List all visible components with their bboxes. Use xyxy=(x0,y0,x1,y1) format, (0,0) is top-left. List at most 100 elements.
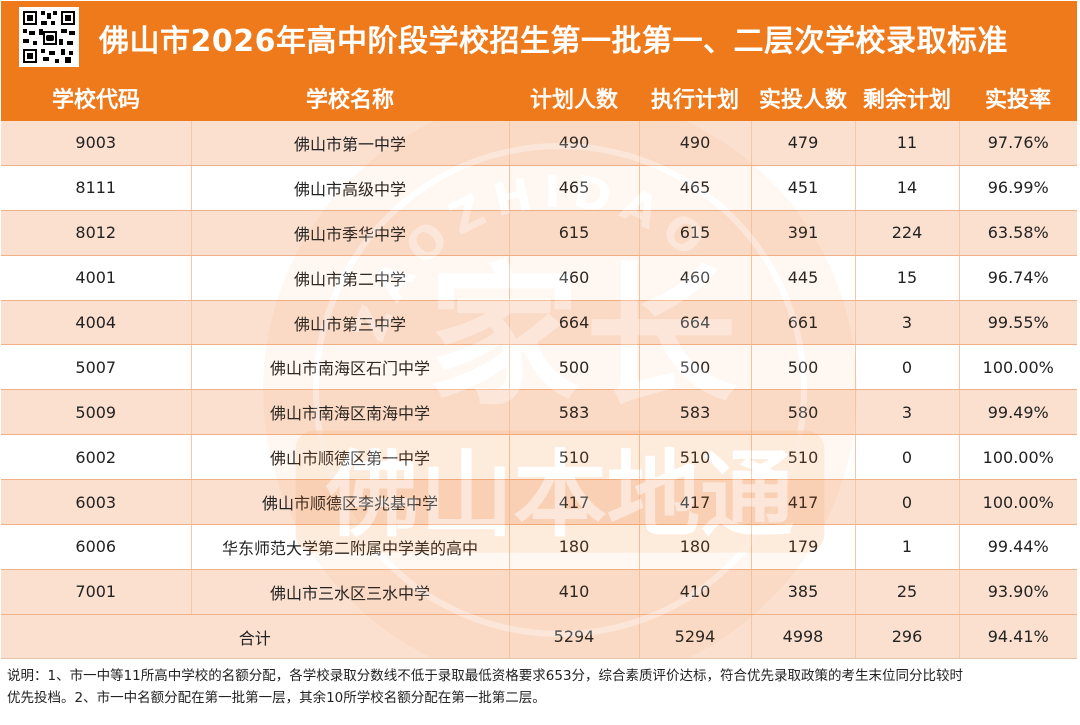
table-header-row: 学校代码 学校名称 计划人数 执行计划 实投人数 剩余计划 实投率 xyxy=(1,74,1077,121)
header-school-name: 学校名称 xyxy=(191,74,509,121)
cell-remaining-plan: 0 xyxy=(855,479,960,526)
table-row: 6003 佛山市顺德区李兆基中学 417 417 417 0 100.00% xyxy=(1,479,1077,526)
cell-actual-enrolled: 391 xyxy=(751,210,856,256)
cell-actual-enrolled: 661 xyxy=(751,300,856,346)
cell-executed-plan: 510 xyxy=(639,434,752,481)
cell-remaining-plan: 3 xyxy=(855,389,960,436)
cell-school-code: 6006 xyxy=(1,524,192,570)
cell-actual-enrolled: 580 xyxy=(751,389,856,436)
cell-school-name: 佛山市高级中学 xyxy=(191,165,510,211)
header-enrollment-rate: 实投率 xyxy=(959,74,1077,121)
cell-enrollment-rate: 96.99% xyxy=(959,165,1077,211)
cell-school-name: 佛山市第三中学 xyxy=(191,300,510,346)
cell-actual-enrolled: 179 xyxy=(751,524,856,570)
header-school-code: 学校代码 xyxy=(1,74,191,121)
cell-remaining-plan: 15 xyxy=(855,255,960,301)
cell-remaining-plan: 11 xyxy=(855,121,960,166)
cell-school-code: 5009 xyxy=(1,389,192,436)
cell-enrollment-rate: 99.49% xyxy=(959,389,1077,436)
footnote-line-1: 说明：1、市一中等11所高中学校的名额分配，各学校录取分数线不低于录取最低资格要… xyxy=(7,668,964,684)
table-row: 7001 佛山市三水区三水中学 410 410 385 25 93.90% xyxy=(1,569,1077,615)
cell-school-name: 佛山市季华中学 xyxy=(191,210,510,256)
cell-school-code: 6003 xyxy=(1,479,192,526)
cell-enrollment-rate: 93.90% xyxy=(959,569,1077,615)
cell-school-name: 佛山市南海区石门中学 xyxy=(191,344,510,391)
total-label: 合计 xyxy=(1,614,510,660)
cell-enrollment-rate: 63.58% xyxy=(959,210,1077,256)
header-planned: 计划人数 xyxy=(509,74,639,121)
total-enrollment-rate: 94.41% xyxy=(959,614,1077,660)
header-executed-plan: 执行计划 xyxy=(639,74,751,121)
cell-planned: 500 xyxy=(509,344,640,391)
total-actual-enrolled: 4998 xyxy=(751,614,856,660)
cell-remaining-plan: 25 xyxy=(855,569,960,615)
cell-school-name: 佛山市南海区南海中学 xyxy=(191,389,510,436)
total-planned: 5294 xyxy=(509,614,640,660)
cell-school-name: 佛山市顺德区第一中学 xyxy=(191,434,510,481)
cell-enrollment-rate: 99.44% xyxy=(959,524,1077,570)
table-row: 8012 佛山市季华中学 615 615 391 224 63.58% xyxy=(1,210,1077,256)
cell-actual-enrolled: 510 xyxy=(751,434,856,481)
cell-remaining-plan: 14 xyxy=(855,165,960,211)
cell-school-code: 7001 xyxy=(1,569,192,615)
cell-school-name: 佛山市三水区三水中学 xyxy=(191,569,510,615)
cell-executed-plan: 583 xyxy=(639,389,752,436)
cell-school-code: 8012 xyxy=(1,210,192,256)
cell-planned: 460 xyxy=(509,255,640,301)
cell-executed-plan: 500 xyxy=(639,344,752,391)
cell-planned: 417 xyxy=(509,479,640,526)
cell-enrollment-rate: 100.00% xyxy=(959,344,1077,391)
header-actual-enrolled: 实投人数 xyxy=(751,74,855,121)
cell-executed-plan: 417 xyxy=(639,479,752,526)
cell-executed-plan: 180 xyxy=(639,524,752,570)
table-row: 4001 佛山市第二中学 460 460 445 15 96.74% xyxy=(1,255,1077,301)
cell-actual-enrolled: 500 xyxy=(751,344,856,391)
table-row: 5009 佛山市南海区南海中学 583 583 580 3 99.49% xyxy=(1,389,1077,436)
cell-actual-enrolled: 479 xyxy=(751,121,856,166)
header-remaining-plan: 剩余计划 xyxy=(855,74,959,121)
cell-enrollment-rate: 99.55% xyxy=(959,300,1077,346)
cell-remaining-plan: 1 xyxy=(855,524,960,570)
cell-school-code: 6002 xyxy=(1,434,192,481)
cell-remaining-plan: 0 xyxy=(855,344,960,391)
cell-planned: 180 xyxy=(509,524,640,570)
cell-planned: 664 xyxy=(509,300,640,346)
cell-planned: 465 xyxy=(509,165,640,211)
cell-enrollment-rate: 100.00% xyxy=(959,434,1077,481)
cell-school-code: 4001 xyxy=(1,255,192,301)
cell-school-code: 5007 xyxy=(1,344,192,391)
table-body: 9003 佛山市第一中学 490 490 479 11 97.76% 8111 佛山市高级中学 4… xyxy=(1,121,1077,660)
cell-school-name: 佛山市第二中学 xyxy=(191,255,510,301)
cell-school-name: 华东师范大学第二附属中学美的高中 xyxy=(191,524,510,570)
cell-executed-plan: 664 xyxy=(639,300,752,346)
table-row: 4004 佛山市第三中学 664 664 661 3 99.55% xyxy=(1,300,1077,346)
table-row: 5007 佛山市南海区石门中学 500 500 500 0 100.00% xyxy=(1,344,1077,391)
footnote-line-2: 优先投档。2、市一中名额分配在第一批第一层，其余10所学校名额分配在第一批第二层… xyxy=(7,690,546,706)
cell-planned: 410 xyxy=(509,569,640,615)
page-title: 佛山市2026年高中阶段学校招生第一批第一、二层次学校录取标准 xyxy=(99,23,1008,59)
footnote: 说明：1、市一中等11所高中学校的名额分配，各学校录取分数线不低于录取最低资格要… xyxy=(1,658,1077,722)
cell-executed-plan: 465 xyxy=(639,165,752,211)
cell-executed-plan: 615 xyxy=(639,210,752,256)
cell-enrollment-rate: 100.00% xyxy=(959,479,1077,526)
total-remaining-plan: 296 xyxy=(855,614,960,660)
table-row: 6002 佛山市顺德区第一中学 510 510 510 0 100.00% xyxy=(1,434,1077,481)
cell-enrollment-rate: 96.74% xyxy=(959,255,1077,301)
total-row: 合计 5294 5294 4998 296 94.41% xyxy=(1,614,1077,660)
cell-school-name: 佛山市第一中学 xyxy=(191,121,510,166)
cell-planned: 583 xyxy=(509,389,640,436)
cell-school-code: 4004 xyxy=(1,300,192,346)
table-row: 8111 佛山市高级中学 465 465 451 14 96.99% xyxy=(1,165,1077,211)
cell-remaining-plan: 3 xyxy=(855,300,960,346)
cell-remaining-plan: 224 xyxy=(855,210,960,256)
cell-executed-plan: 490 xyxy=(639,121,752,166)
admission-table: 学校代码 学校名称 计划人数 执行计划 实投人数 剩余计划 实投率 9003 佛山… xyxy=(1,74,1077,660)
title-bar: 佛山市2026年高中阶段学校招生第一批第一、二层次学校录取标准 xyxy=(1,1,1077,74)
cell-planned: 490 xyxy=(509,121,640,166)
table-row: 9003 佛山市第一中学 490 490 479 11 97.76% xyxy=(1,121,1077,166)
qr-code-icon xyxy=(19,7,79,67)
cell-enrollment-rate: 97.76% xyxy=(959,121,1077,166)
table-row: 6006 华东师范大学第二附属中学美的高中 180 180 179 1 99.44% xyxy=(1,524,1077,570)
cell-actual-enrolled: 385 xyxy=(751,569,856,615)
total-executed-plan: 5294 xyxy=(639,614,752,660)
